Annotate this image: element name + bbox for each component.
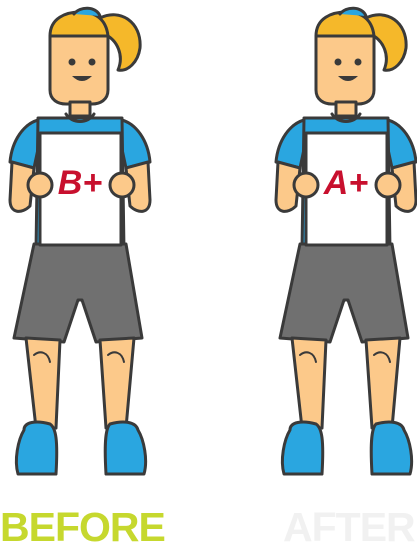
shoe-left [280,420,325,476]
caption-before: BEFORE [0,504,166,550]
ponytail [364,13,408,72]
shorts [12,242,144,344]
head [48,34,110,106]
figure-before: B+ [8,6,152,476]
shoe-left [14,420,59,476]
head [314,34,376,106]
face [334,58,362,81]
face [68,58,96,81]
grade-before: B+ [58,164,103,202]
shorts [278,242,410,344]
grade-paper [304,131,389,247]
caption-after: AFTER [283,504,416,550]
grade-after: A+ [323,164,369,202]
figure-after: A+ [274,6,417,476]
shoe-right [369,420,414,476]
shoe-right [103,420,148,476]
ponytail [98,13,142,72]
